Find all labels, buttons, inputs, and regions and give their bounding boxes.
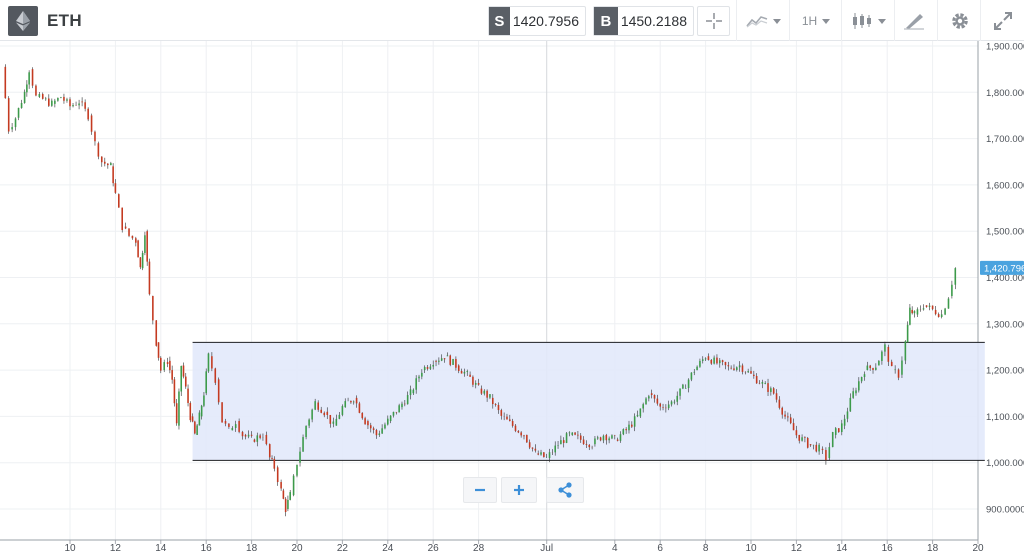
gear-icon [952,13,968,29]
expand-icon [994,12,1012,30]
crosshair-button[interactable] [697,6,730,36]
x-tick-label: 20 [972,543,984,554]
x-tick-label: 28 [473,543,485,554]
x-tick-label: 22 [337,543,349,554]
sell-price: 1420.7956 [512,13,579,29]
chevron-down-icon [877,18,886,24]
buy-price-button[interactable]: B 1450.2188 [593,6,694,36]
x-tick-label: 10 [745,543,757,554]
price-series [4,64,957,517]
x-tick-label: 16 [882,543,894,554]
y-tick-label: 1,600.000 [986,180,1024,191]
sell-price-button[interactable]: S 1420.7956 [488,6,586,36]
x-tick-label: 14 [836,543,848,554]
chevron-down-icon [822,18,831,24]
x-tick-label: 18 [246,543,258,554]
buy-price: 1450.2188 [620,13,687,29]
buy-tag: B [594,7,618,35]
instrument-symbol[interactable]: ETH [47,11,82,30]
zoom-out-button[interactable] [463,477,497,503]
toolbar-divider [789,0,790,41]
plus-icon [514,485,524,495]
chart-type-icon [745,16,767,28]
drawing-tools-icon [904,14,924,30]
x-tick-label: 26 [428,543,440,554]
price-chart[interactable]: 900.0000 1,000.000 1,100.000 1,200.000 1,300… [0,41,1024,558]
fullscreen-button[interactable] [988,6,1018,36]
zoom-in-button[interactable] [501,477,537,503]
share-icon [558,482,572,498]
y-tick-label: 1,300.000 [986,319,1024,330]
chart-toolbar: ETH S 1420.7956 B 1450.2188 1H [0,0,1024,41]
toolbar-divider [980,0,981,41]
x-tick-label: 24 [382,543,394,554]
candlestick-button[interactable] [846,6,890,36]
y-tick-label: 1,000.000 [986,458,1024,469]
minus-icon [475,488,485,492]
x-tick-label: 6 [657,543,663,554]
x-tick-label: 8 [703,543,709,554]
toolbar-divider [841,0,842,41]
share-button[interactable] [546,477,584,503]
toolbar-divider [937,0,938,41]
x-tick-label: 12 [110,543,122,554]
toolbar-divider [894,0,895,41]
x-tick-label: 20 [291,543,303,554]
candlestick-icon [852,13,871,29]
x-tick-label: 16 [201,543,213,554]
x-tick-label: 10 [64,543,76,554]
x-tick-label: 18 [927,543,939,554]
interval-label: 1H [801,14,818,28]
y-tick-label: 1,500.000 [986,227,1024,238]
y-tick-label: 1,800.000 [986,88,1024,99]
y-tick-label: 1,100.000 [986,412,1024,423]
last-price-badge [980,260,1024,275]
last-price-label: 1,420.796 [984,263,1024,274]
chart-type-button[interactable] [741,6,785,36]
chevron-down-icon [772,18,781,24]
drawing-tools-button[interactable] [899,6,929,36]
y-tick-label: 1,900.000 [986,42,1024,53]
chart-background [0,41,1024,558]
ethereum-icon [8,6,38,36]
range-box [192,342,985,461]
y-tick-label: 1,700.000 [986,134,1024,145]
y-tick-label: 900.0000 [986,505,1024,516]
x-tick-label: 14 [155,543,167,554]
x-tick-label: 4 [612,543,618,554]
y-tick-label: 1,200.000 [986,366,1024,377]
sell-tag: S [489,7,510,35]
settings-button[interactable] [945,6,975,36]
interval-dropdown[interactable]: 1H [795,6,837,36]
toolbar-divider [736,0,737,41]
x-tick-label: 12 [791,543,803,554]
y-tick-label: 1,400.000 [986,273,1024,284]
x-tick-label: Jul [540,543,553,554]
crosshair-icon [705,13,722,29]
